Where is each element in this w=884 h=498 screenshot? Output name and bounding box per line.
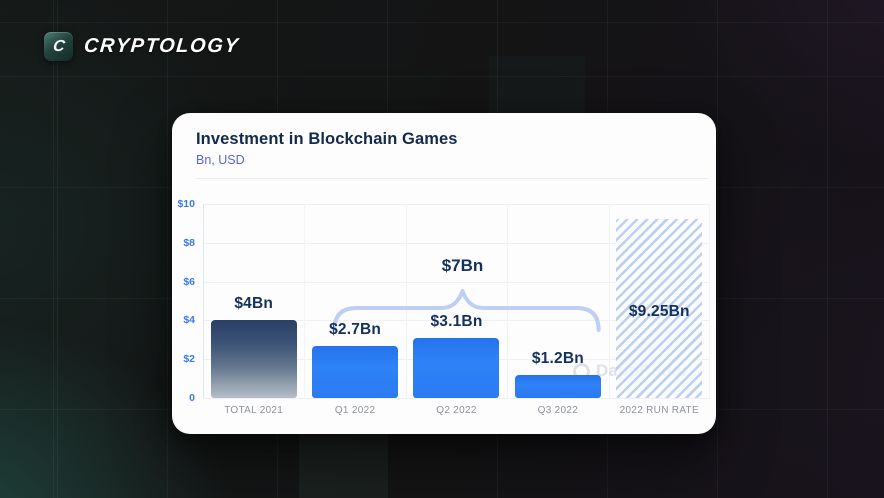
x-category-label: TOTAL 2021 (224, 405, 284, 416)
x-category-label: 2022 RUN RATE (619, 405, 699, 416)
gridline-vertical (405, 204, 407, 398)
header-divider (196, 178, 708, 179)
gridline-vertical (203, 204, 204, 398)
gridline-vertical (507, 204, 509, 398)
bar-value-label: $3.1Bn (430, 312, 483, 330)
x-category-label: Q1 2022 (334, 405, 376, 416)
bar-slot: $1.2Bn (507, 204, 608, 398)
bar-total-2021 (210, 320, 297, 398)
gridline-vertical (709, 204, 710, 398)
bar-2022-run-rate (616, 218, 703, 398)
x-category-label: Q2 2022 (436, 405, 477, 416)
y-axis-tick-label: $10 (177, 198, 195, 210)
cryptology-wordmark: CRYPTOLOGY (83, 35, 241, 57)
bar-slot: $3.1Bn (406, 204, 507, 398)
bar-q2-2022 (413, 337, 500, 398)
x-category-label: Q3 2022 (537, 405, 579, 416)
cryptology-logo-icon: C (44, 32, 73, 61)
gridline-horizontal (203, 398, 710, 399)
bar-slot: $9.25Bn (609, 204, 710, 398)
chart-title: Investment in Blockchain Games (196, 130, 458, 148)
gridline-horizontal (203, 320, 710, 322)
bar-value-label: $9.25Bn (628, 302, 690, 320)
logo-letter: C (51, 37, 66, 55)
bar-value-label: $4Bn (234, 295, 274, 313)
y-axis-tick-label: $8 (183, 236, 195, 249)
brace-annotation (332, 289, 601, 332)
bar-slot: $2.7Bn (304, 204, 405, 398)
background-patch (299, 430, 387, 498)
y-axis-tick-label: $2 (183, 353, 195, 366)
gridline-vertical (304, 204, 306, 398)
y-axis-tick-label: $4 (183, 314, 195, 327)
cryptology-logo: C CRYPTOLOGY (44, 32, 241, 61)
gridline-horizontal (203, 242, 710, 244)
bar-q1-2022 (312, 345, 399, 398)
gridline-vertical (608, 204, 610, 398)
bar-q3-2022 (514, 374, 601, 398)
annotation-label: $7Bn (441, 256, 484, 275)
y-axis-tick-label: $6 (183, 275, 195, 288)
bar-value-label: $1.2Bn (531, 349, 584, 367)
chart-units-subtitle: Bn, USD (196, 153, 245, 167)
bar-value-label: $2.7Bn (329, 320, 382, 338)
bar-slot: $4Bn (203, 204, 304, 398)
chart-card: Investment in Blockchain Games Bn, USD D… (172, 113, 716, 434)
gridline-horizontal (203, 204, 710, 205)
y-axis-tick-label: 0 (189, 392, 195, 404)
gridline-horizontal (203, 281, 710, 283)
